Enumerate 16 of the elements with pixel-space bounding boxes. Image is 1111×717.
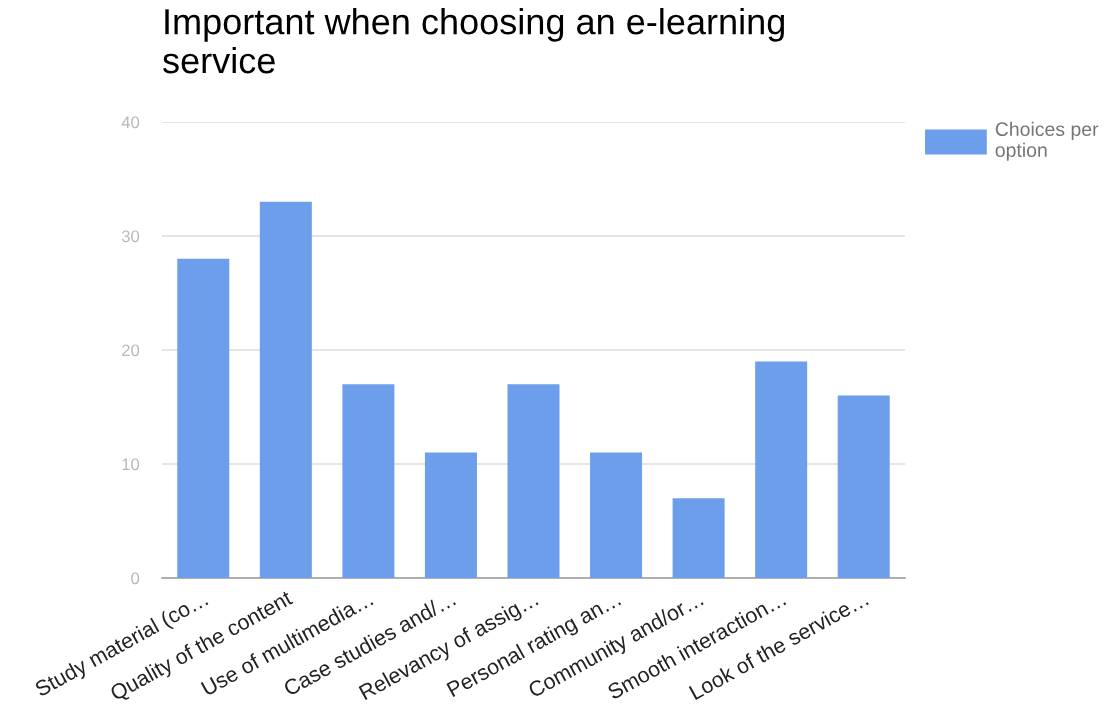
- bar: [837, 395, 890, 578]
- y-tick-label: 40: [121, 116, 140, 129]
- legend-label: Choices per option: [995, 121, 1099, 161]
- y-tick-label: 20: [122, 344, 140, 357]
- bar: [507, 384, 560, 578]
- bar: [424, 452, 477, 578]
- y-tick-label: 0: [131, 572, 140, 585]
- bar: [590, 452, 643, 578]
- y-tick-label: 30: [121, 230, 140, 243]
- bar: [755, 361, 808, 578]
- y-tick-label: 10: [122, 458, 140, 471]
- chart-title: Important when choosing an e-learning service: [163, 8, 784, 74]
- bar: [342, 384, 395, 578]
- bar: [259, 201, 312, 578]
- bar: [672, 498, 725, 578]
- bar: [177, 258, 230, 578]
